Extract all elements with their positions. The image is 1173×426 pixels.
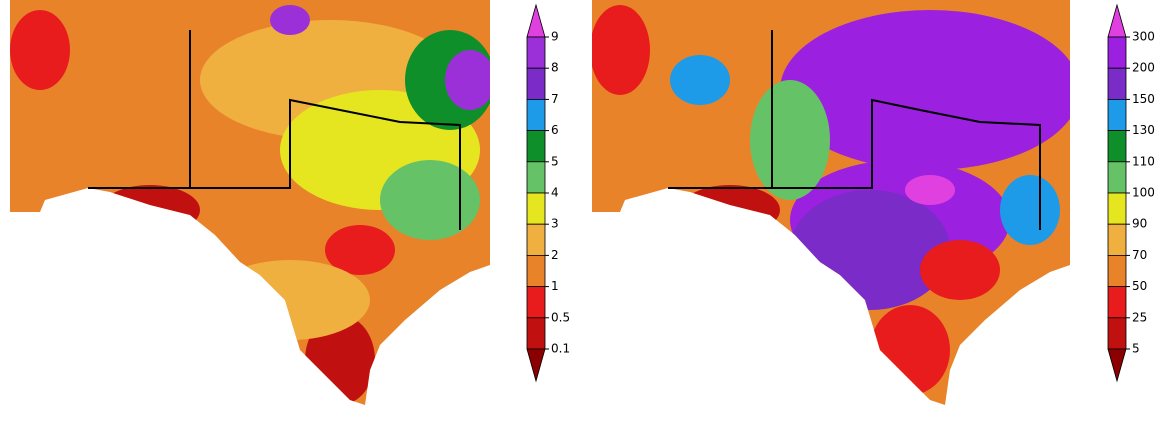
colorbar-segment xyxy=(526,192,546,225)
colorbar-segment xyxy=(1107,286,1127,319)
colorbar-segment xyxy=(526,99,546,132)
colorbar-label: 110 xyxy=(1132,154,1155,168)
colorbar-segment xyxy=(1107,223,1127,256)
colorbar-segment xyxy=(1107,317,1127,350)
colorbar-label: 3 xyxy=(551,217,559,231)
colorbar-triangle xyxy=(1107,348,1127,383)
colorbar-segment xyxy=(526,223,546,256)
colorbar-label: 6 xyxy=(551,123,559,137)
state-border xyxy=(189,30,461,230)
colorbar-label: 50 xyxy=(1132,279,1147,293)
colorbar-label: 70 xyxy=(1132,248,1147,262)
colorbar-label: 5 xyxy=(551,154,559,168)
colorbar-segment xyxy=(1107,36,1127,69)
colorbar-triangle xyxy=(1107,3,1127,38)
colorbar-label: 100 xyxy=(1132,186,1155,200)
colorbar-segment xyxy=(1107,254,1127,287)
colorbar-label: 300 xyxy=(1132,30,1155,44)
colorbar-label: 0.1 xyxy=(551,342,570,356)
colorbar-label: 25 xyxy=(1132,310,1147,324)
colorbar-segment xyxy=(526,254,546,287)
colorbar-segment xyxy=(526,286,546,319)
colorbar-segment xyxy=(1107,192,1127,225)
state-border xyxy=(771,30,1041,230)
colorbar-segment xyxy=(526,36,546,69)
colorbar-label: 8 xyxy=(551,61,559,75)
colorbar-triangle xyxy=(526,3,546,38)
precip-map xyxy=(10,0,490,405)
colorbar-label: 200 xyxy=(1132,61,1155,75)
colorbar-label: 90 xyxy=(1132,217,1147,231)
percent-normal-map xyxy=(592,0,1070,405)
colorbar-label: 2 xyxy=(551,248,559,262)
colorbar-segment xyxy=(526,317,546,350)
colorbar-segment xyxy=(1107,130,1127,163)
colorbar-label: 0.5 xyxy=(551,310,570,324)
colorbar-label: 7 xyxy=(551,92,559,106)
colorbar-segment xyxy=(1107,67,1127,100)
colorbar-segment xyxy=(526,67,546,100)
colorbar-triangle xyxy=(526,348,546,383)
colorbar-label: 4 xyxy=(551,186,559,200)
colorbar-label: 5 xyxy=(1132,342,1140,356)
colorbar-label: 1 xyxy=(551,279,559,293)
colorbar-segment xyxy=(526,161,546,194)
colorbar-segment xyxy=(1107,99,1127,132)
colorbar-label: 150 xyxy=(1132,92,1155,106)
colorbar-segment xyxy=(526,130,546,163)
colorbar-segment xyxy=(1107,161,1127,194)
colorbar-label: 130 xyxy=(1132,123,1155,137)
colorbar-label: 9 xyxy=(551,30,559,44)
